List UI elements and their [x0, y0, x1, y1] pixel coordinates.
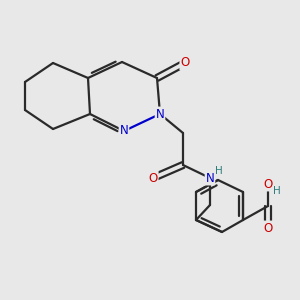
- Text: O: O: [148, 172, 158, 184]
- Text: O: O: [180, 56, 190, 70]
- Text: N: N: [206, 172, 214, 184]
- Text: N: N: [156, 107, 164, 121]
- Text: N: N: [120, 124, 128, 137]
- Text: H: H: [273, 186, 281, 196]
- Text: O: O: [263, 178, 273, 190]
- Text: H: H: [215, 166, 223, 176]
- Text: O: O: [263, 221, 273, 235]
